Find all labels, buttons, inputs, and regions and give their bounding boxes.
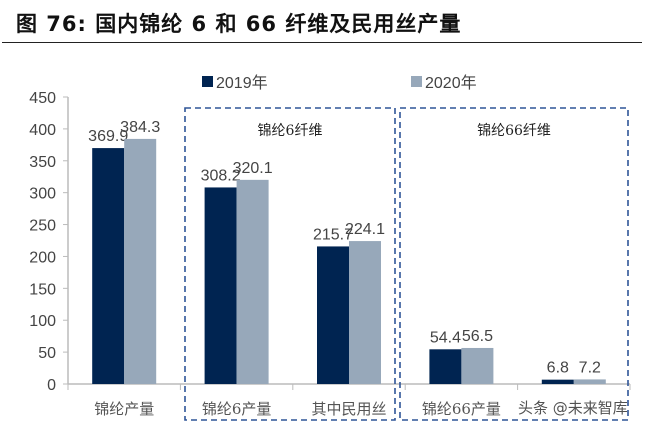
y-tick-label: 350 <box>29 154 56 171</box>
data-label: 56.5 <box>462 328 493 345</box>
y-tick-label: 50 <box>38 345 56 362</box>
data-label: 54.4 <box>430 329 461 346</box>
legend-swatch <box>411 76 422 87</box>
data-label: 6.8 <box>547 360 569 377</box>
category-label: 锦纶66产量 <box>422 400 501 418</box>
legend-swatch <box>202 76 213 87</box>
bar-2020年 <box>349 241 381 384</box>
y-tick-label: 200 <box>29 249 56 266</box>
legend-label: 2020年 <box>425 74 477 92</box>
data-label: 7.2 <box>579 359 601 376</box>
y-tick-label: 250 <box>29 218 56 235</box>
y-tick-label: 400 <box>29 122 56 139</box>
bar-2019年 <box>92 148 125 384</box>
bar-2020年 <box>124 138 157 384</box>
data-label: 215.7 <box>313 226 353 243</box>
bar-2020年 <box>573 379 606 384</box>
bar-2020年 <box>236 179 269 384</box>
watermark: 头条 @未来智库 <box>518 399 628 417</box>
bar-2019年 <box>204 187 237 384</box>
category-label: 其中民用丝 <box>311 400 386 418</box>
category-label: 锦纶产量 <box>94 400 154 418</box>
title-divider <box>2 42 642 43</box>
bar-2019年 <box>541 379 574 384</box>
data-label: 320.1 <box>233 160 273 177</box>
category-label: 锦纶6产量 <box>202 400 272 418</box>
data-label: 384.3 <box>120 119 160 136</box>
data-label: 308.2 <box>201 167 241 184</box>
y-tick-label: 150 <box>29 281 56 298</box>
y-tick-label: 100 <box>29 313 56 330</box>
group-box <box>184 107 396 421</box>
y-tick-label: 300 <box>29 186 56 203</box>
group-box <box>399 107 629 421</box>
y-tick-label: 0 <box>47 377 56 394</box>
group-label: 锦纶66纤维 <box>477 122 551 139</box>
data-label: 224.1 <box>345 221 385 238</box>
legend-label: 2019年 <box>216 74 268 92</box>
bar-2019年 <box>317 246 349 384</box>
bar-2019年 <box>429 349 462 384</box>
data-label: 369.9 <box>88 128 128 145</box>
y-tick-label: 450 <box>29 90 56 107</box>
group-label: 锦纶6纤维 <box>258 122 323 139</box>
bar-2020年 <box>461 347 494 384</box>
figure-title: 图 76: 国内锦纶 6 和 66 纤维及民用丝产量 <box>16 12 462 36</box>
